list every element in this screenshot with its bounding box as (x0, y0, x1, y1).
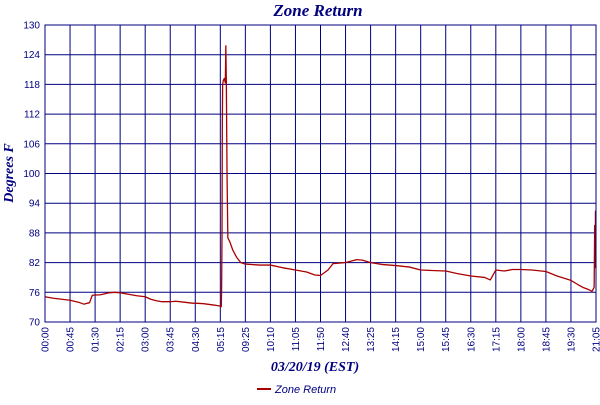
x-tick-label: 03:00 (141, 327, 152, 352)
legend: Zone Return (257, 384, 336, 396)
x-tick-label: 11:05 (291, 327, 302, 352)
x-tick-label: 16:30 (466, 327, 477, 352)
x-tick-label: 10:10 (266, 327, 277, 352)
y-tick-labels: 70 76 82 88 94 100 106 112 118 124 130 (23, 21, 40, 329)
x-tick-label: 18:00 (516, 327, 527, 352)
x-tick-label: 05:15 (216, 327, 227, 352)
x-tick-label: 00:00 (41, 327, 52, 352)
x-tick-label: 04:30 (191, 327, 202, 352)
x-tick-label: 01:30 (91, 327, 102, 352)
x-tick-label: 02:15 (116, 327, 127, 352)
x-tick-label: 19:30 (566, 327, 577, 352)
x-tick-label: 17:15 (491, 327, 502, 352)
grid-lines (45, 25, 596, 322)
x-tick-label: 12:40 (341, 327, 352, 352)
x-tick-label: 00:45 (66, 327, 77, 352)
y-tick-label: 88 (29, 228, 41, 239)
x-tick-labels: 00:00 00:45 01:30 02:15 03:00 03:45 04:30 05:15… (41, 327, 600, 352)
y-tick-label: 94 (29, 199, 41, 210)
y-tick-label: 106 (23, 139, 40, 150)
x-tick-label: 09:25 (241, 327, 252, 352)
y-tick-label: 124 (23, 50, 40, 61)
x-axis-label: 03/20/19 (EST) (271, 360, 359, 375)
y-tick-label: 112 (24, 110, 40, 121)
legend-label: Zone Return (274, 384, 336, 396)
y-tick-label: 118 (24, 80, 40, 91)
x-tick-label: 14:15 (391, 327, 402, 352)
x-tick-label: 03:45 (166, 327, 177, 352)
y-tick-label: 76 (29, 288, 41, 299)
chart-title: Zone Return (272, 1, 362, 20)
x-tick-label: 15:45 (441, 327, 452, 352)
y-axis-label: Degrees F (2, 143, 17, 204)
x-tick-label: 15:00 (416, 327, 427, 352)
x-tick-label: 13:25 (366, 327, 377, 352)
x-tick-label: 21:05 (592, 327, 600, 352)
y-tick-label: 130 (23, 21, 40, 32)
y-tick-label: 100 (23, 169, 40, 180)
x-tick-label: 11:50 (316, 327, 327, 352)
y-tick-label: 82 (29, 258, 41, 269)
x-tick-label: 18:45 (541, 327, 552, 352)
y-tick-label: 70 (29, 318, 41, 329)
